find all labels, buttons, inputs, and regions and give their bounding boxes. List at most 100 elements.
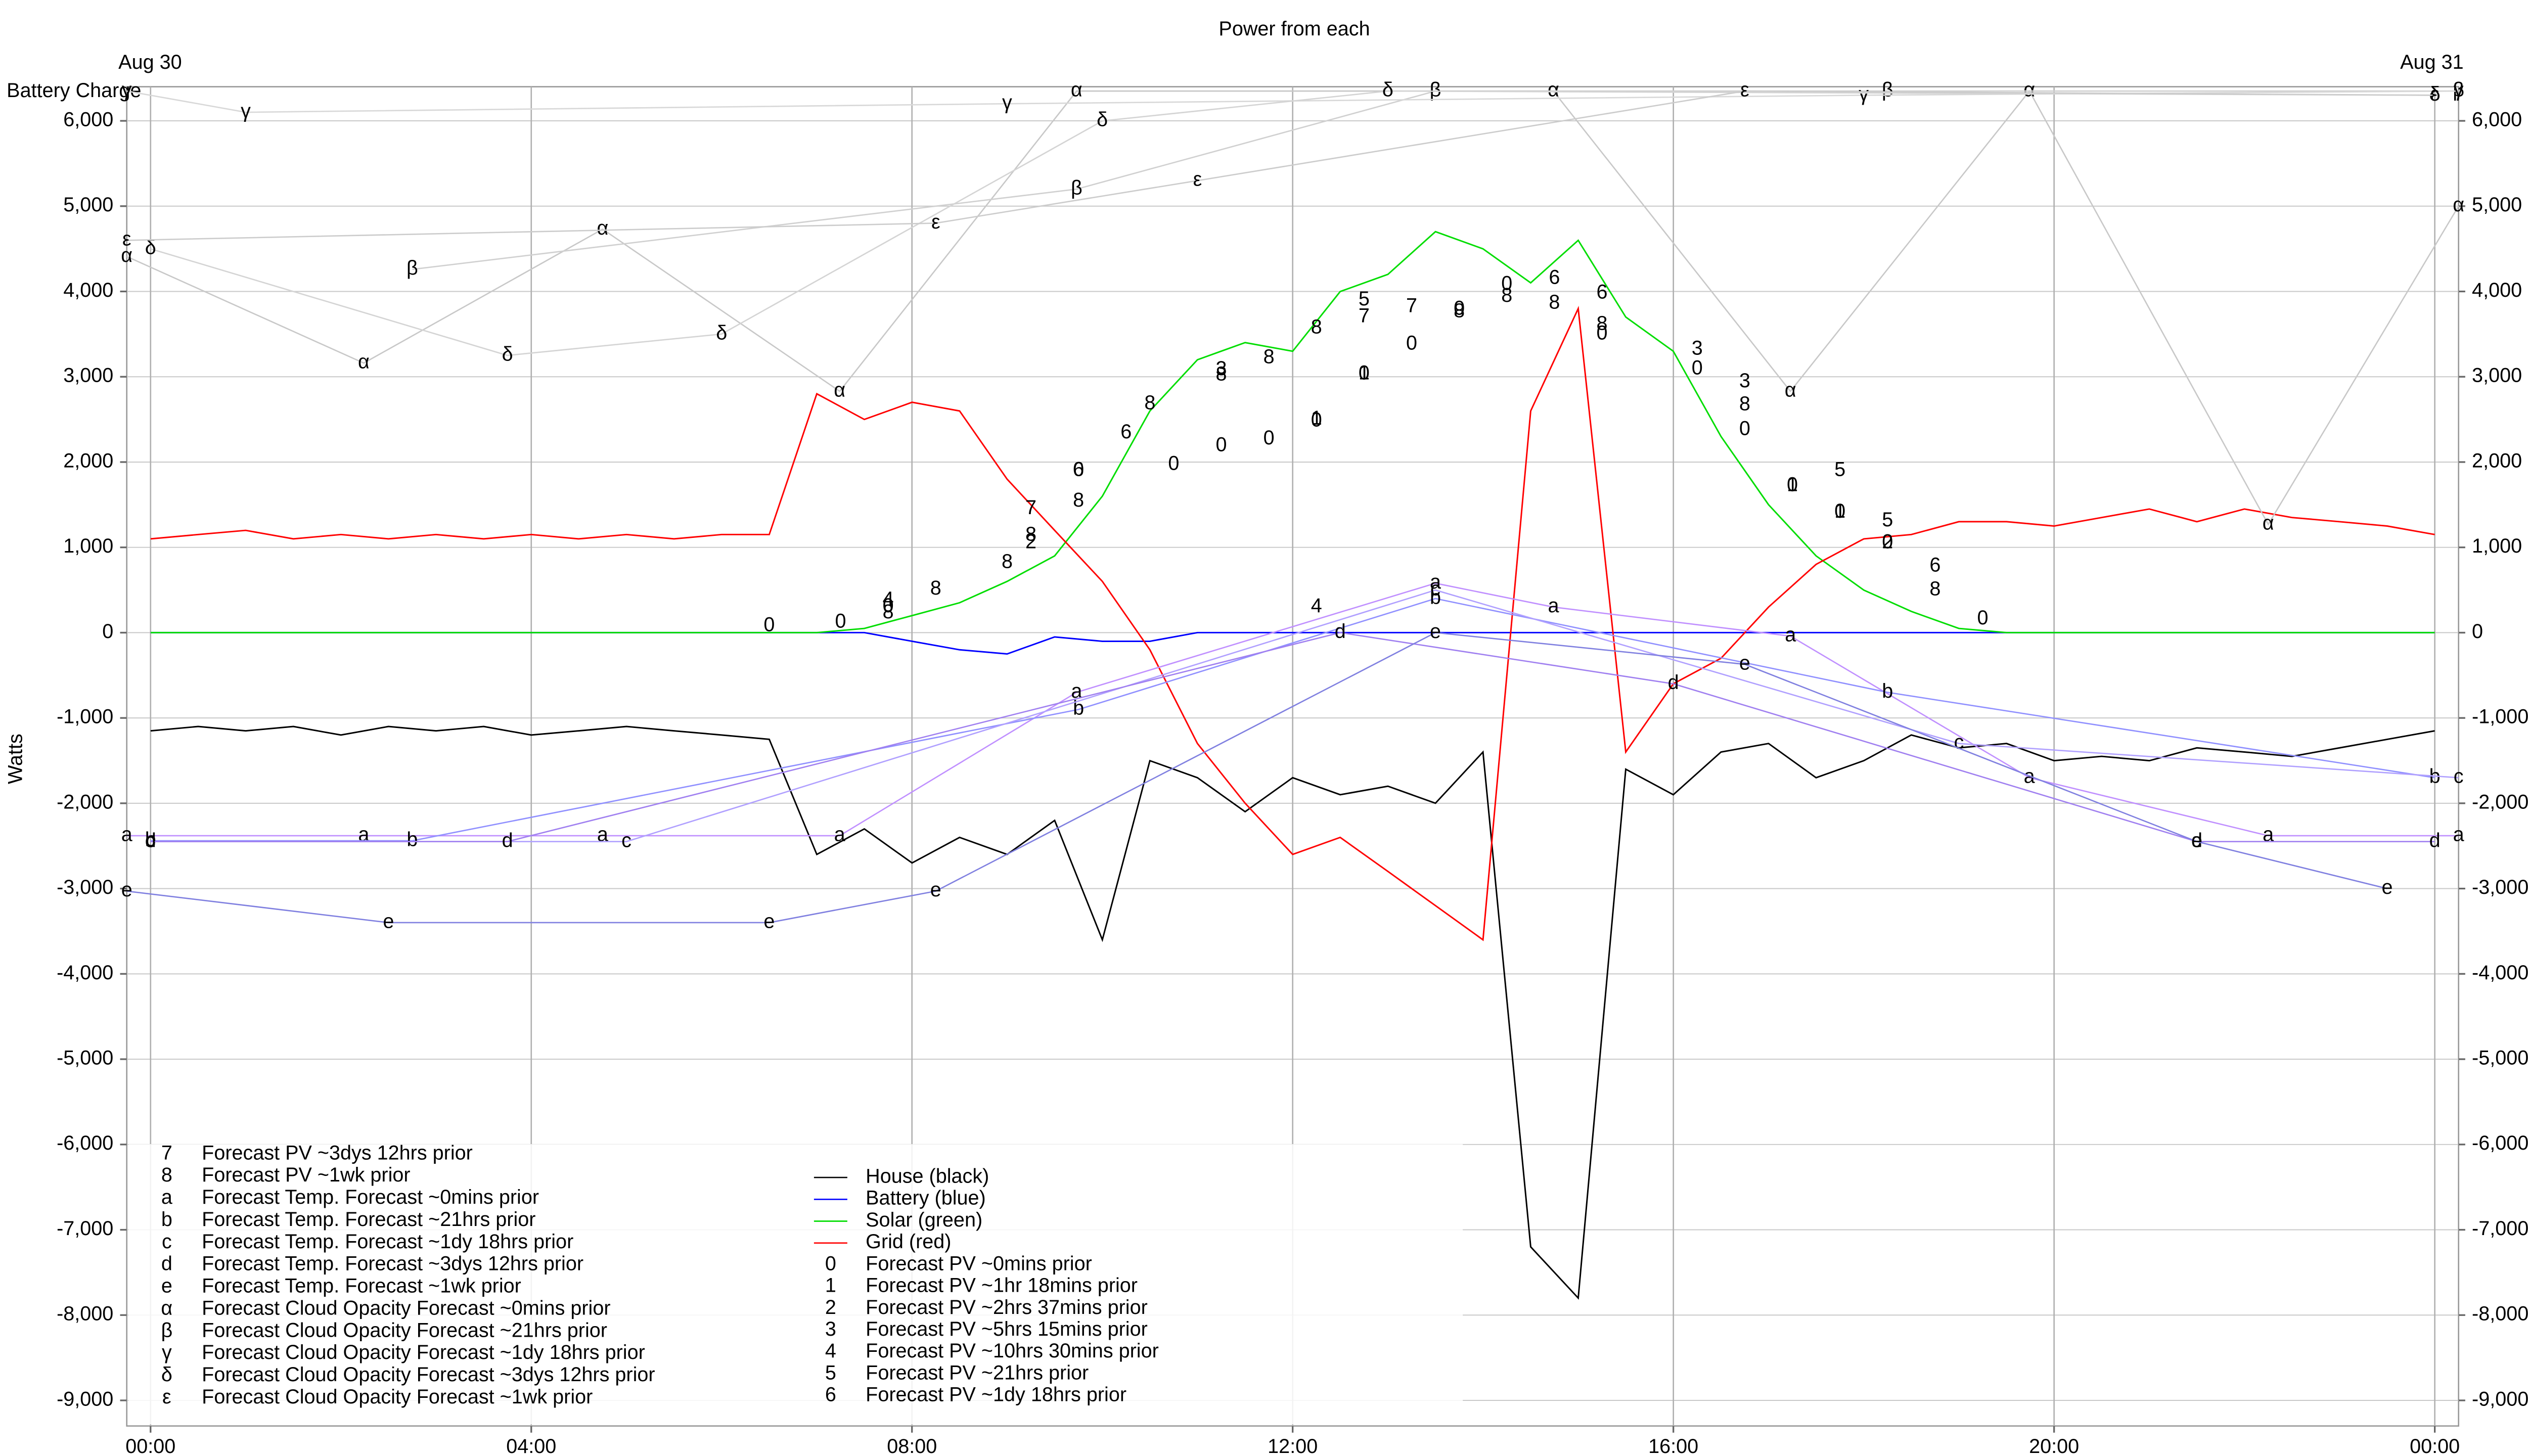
forecast-marker: e [2381,876,2392,898]
forecast-marker: 8 [1073,489,1084,511]
legend-label: Forecast Cloud Opacity Forecast ~21hrs p… [202,1319,607,1341]
legend-label: Solar (green) [866,1209,982,1231]
forecast-marker: α [1071,78,1082,101]
legend-label: Forecast Cloud Opacity Forecast ~0mins p… [202,1297,610,1319]
forecast-marker: a [1548,595,1559,617]
forecast-marker: δ [145,237,156,259]
forecast-marker: β [1071,176,1082,199]
y-tick-label: -4,000 [2472,962,2528,984]
y-tick-label: 5,000 [2472,194,2522,216]
legend-label: Forecast PV ~10hrs 30mins prior [866,1340,1159,1362]
forecast-marker: ε [2430,83,2440,105]
forecast-marker: 6 [1596,281,1607,303]
forecast-marker: 0 [1168,452,1179,474]
forecast-marker: 0 [883,595,894,617]
y-tick-label: -9,000 [57,1388,113,1410]
forecast-marker: 0 [1501,272,1512,294]
forecast-marker: c [1430,578,1440,600]
forecast-line [126,582,2459,837]
forecast-marker: 6 [1120,421,1132,443]
forecast-marker: 7 [1359,305,1370,327]
forecast-marker: a [121,823,133,845]
y-tick-label: -1,000 [57,706,113,728]
forecast-marker: d [145,829,156,851]
legend-symbol: 6 [825,1384,836,1406]
series-line [150,231,2435,633]
forecast-marker: 0 [1454,297,1465,319]
y-tick-label: 2,000 [63,449,113,472]
legend-symbol: d [161,1253,172,1275]
y-tick-label: -7,000 [57,1217,113,1240]
forecast-marker: 8 [1311,316,1322,338]
y-tick-label: -5,000 [57,1047,113,1069]
y-tick-label: -8,000 [2472,1303,2528,1325]
y-tick-label: 0 [2472,620,2483,643]
legend-label: Forecast Cloud Opacity Forecast ~1wk pri… [202,1386,593,1408]
forecast-marker: 8 [1454,299,1465,322]
forecast-marker: 7 [1406,294,1417,316]
forecast-line [150,90,2435,356]
forecast-marker: α [597,217,608,239]
legend-symbol: 7 [161,1142,172,1164]
forecast-marker: α [2263,512,2274,534]
legend-label: Forecast Cloud Opacity Forecast ~1dy 18h… [202,1341,645,1363]
forecast-marker: 8 [930,577,941,599]
y-axis-label: Watts [4,734,26,784]
forecast-line [126,90,2435,241]
forecast-marker: β [1882,78,1893,101]
y-tick-label: 2,000 [2472,449,2522,472]
forecast-marker: a [597,823,609,845]
y-tick-label: 1,000 [2472,535,2522,557]
y-tick-label: -3,000 [57,876,113,898]
forecast-marker: δ [716,322,727,344]
forecast-marker: c [146,829,156,851]
forecast-marker: 1 [1359,362,1370,384]
forecast-marker: 6 [1929,554,1940,576]
legend-label: House (black) [866,1165,989,1188]
forecast-marker: 8 [1739,392,1750,415]
y-tick-label: 1,000 [63,535,113,557]
legend-symbol: 5 [825,1361,836,1384]
legend-symbol: δ [161,1363,172,1386]
legend-label: Forecast PV ~1dy 18hrs prior [866,1384,1126,1406]
forecast-marker: a [2453,823,2465,845]
forecast-marker: δ [502,343,513,366]
forecast-marker: 8 [1216,362,1227,385]
series-line [150,725,2435,1300]
y-tick-label: -1,000 [2472,706,2528,728]
forecast-marker: 5 [1882,509,1893,531]
forecast-marker: 8 [1263,346,1275,368]
forecast-marker: 5 [1359,288,1370,310]
forecast-marker: c [621,829,631,851]
y-tick-label: 4,000 [63,279,113,301]
x-tick-label: 16:00 [1648,1435,1698,1456]
forecast-marker: 0 [1406,332,1417,354]
legend-label: Forecast Temp. Forecast ~0mins prior [202,1186,539,1208]
battery-charge-label: Battery Charge [7,79,141,102]
forecast-marker: d [1335,620,1346,643]
forecast-marker: 0 [1596,322,1607,344]
legend-symbol: 0 [825,1252,836,1275]
forecast-marker: 0 [1882,531,1893,553]
legend-label: Forecast Temp. Forecast ~1dy 18hrs prior [202,1231,573,1253]
legend-label: Forecast PV ~3dys 12hrs prior [202,1142,473,1164]
forecast-marker: 8 [1596,312,1607,335]
forecast-marker: a [1071,680,1082,702]
legend-label: Forecast PV ~1hr 18mins prior [866,1275,1138,1297]
forecast-marker: 1 [1834,500,1845,522]
forecast-marker: e [930,879,941,901]
legend-symbol: 1 [825,1275,836,1297]
x-tick-label: 00:00 [2410,1435,2460,1456]
forecast-marker: α [1785,379,1796,401]
forecast-marker: α [1548,78,1559,101]
forecast-marker: δ [1097,108,1108,130]
forecast-marker: 6 [1073,458,1084,480]
legend-label: Forecast PV ~2hrs 37mins prior [866,1296,1148,1318]
forecast-marker: ε [122,228,131,250]
legend-symbol: a [161,1186,173,1208]
forecast-marker: 0 [1359,362,1370,384]
forecast-marker: d [2191,829,2202,851]
x-tick-label: 08:00 [887,1435,937,1456]
date-label: Aug 31 [2400,51,2463,73]
